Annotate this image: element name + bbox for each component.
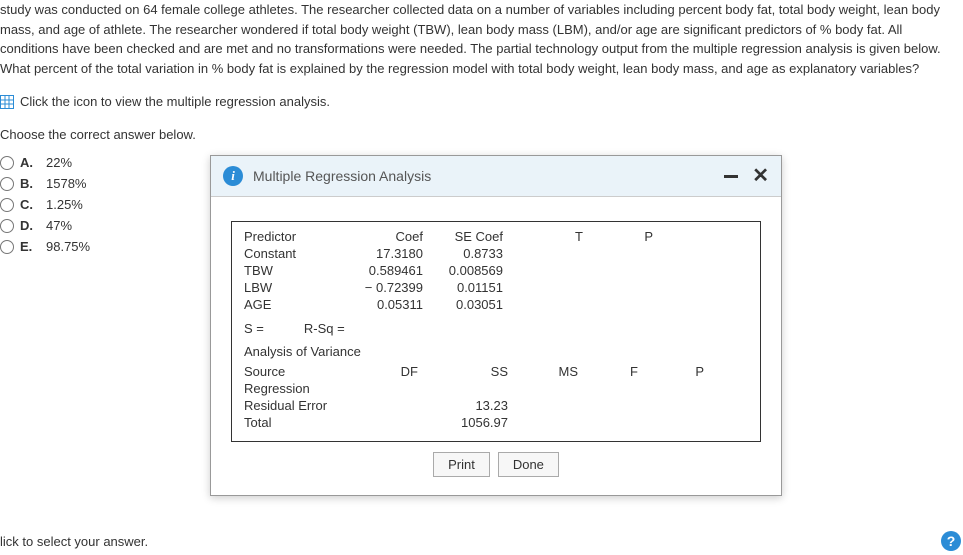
view-analysis-text: Click the icon to view the multiple regr… [20, 94, 330, 109]
choice-letter: D. [20, 218, 40, 233]
dialog-body: Predictor Coef SE Coef T P Constant 17.3… [211, 197, 781, 495]
cell-coef: − 0.72399 [334, 280, 429, 295]
anova-row: Total 1056.97 [244, 414, 748, 431]
predictor-row: LBW − 0.72399 0.01151 [244, 279, 748, 296]
col-t: T [509, 229, 589, 244]
col-se: SE Coef [429, 229, 509, 244]
dialog-footer: Print Done [231, 442, 761, 483]
choice-text: 22% [46, 155, 72, 170]
cell-df [364, 381, 424, 396]
cell-coef: 0.589461 [334, 263, 429, 278]
s-rsq-row: S = R-Sq = [244, 313, 748, 340]
cell-pred: AGE [244, 297, 334, 312]
radio-icon [0, 240, 14, 254]
cell-se: 0.008569 [429, 263, 509, 278]
dialog-header: i Multiple Regression Analysis ✕ [211, 156, 781, 197]
choice-letter: E. [20, 239, 40, 254]
predictor-row: AGE 0.05311 0.03051 [244, 296, 748, 313]
col-ms: MS [514, 364, 584, 379]
cell-pred: TBW [244, 263, 334, 278]
cell-ss: 1056.97 [424, 415, 514, 430]
rsq-label: R-Sq = [304, 321, 345, 336]
print-button[interactable]: Print [433, 452, 490, 477]
cell-df [364, 398, 424, 413]
radio-icon [0, 219, 14, 233]
predictor-row: TBW 0.589461 0.008569 [244, 262, 748, 279]
col-coef: Coef [334, 229, 429, 244]
choice-text: 1578% [46, 176, 86, 191]
s-label: S = [244, 321, 264, 336]
choice-letter: B. [20, 176, 40, 191]
anova-header-row: Source DF SS MS F P [244, 363, 748, 380]
cell-se: 0.03051 [429, 297, 509, 312]
choice-text: 47% [46, 218, 72, 233]
choice-letter: C. [20, 197, 40, 212]
anova-row: Residual Error 13.23 [244, 397, 748, 414]
choice-letter: A. [20, 155, 40, 170]
instruction-text: Choose the correct answer below. [0, 117, 963, 148]
col-df: DF [364, 364, 424, 379]
question-paragraph: study was conducted on 64 female college… [0, 0, 963, 86]
done-button[interactable]: Done [498, 452, 559, 477]
cell-pred: Constant [244, 246, 334, 261]
predictor-row: Constant 17.3180 0.8733 [244, 245, 748, 262]
cell-pred: LBW [244, 280, 334, 295]
col-ss: SS [424, 364, 514, 379]
regression-dialog: i Multiple Regression Analysis ✕ Predict… [210, 155, 782, 496]
col-source: Source [244, 364, 364, 379]
select-answer-hint: lick to select your answer. [0, 534, 148, 549]
info-icon: i [223, 166, 243, 186]
cell-df [364, 415, 424, 430]
choice-text: 1.25% [46, 197, 83, 212]
radio-icon [0, 156, 14, 170]
choice-text: 98.75% [46, 239, 90, 254]
cell-se: 0.01151 [429, 280, 509, 295]
dialog-title: Multiple Regression Analysis [253, 168, 431, 184]
col-p: P [589, 229, 659, 244]
close-icon[interactable]: ✕ [752, 169, 769, 183]
view-analysis-link[interactable]: Click the icon to view the multiple regr… [0, 86, 963, 117]
cell-src: Total [244, 415, 364, 430]
radio-icon [0, 198, 14, 212]
anova-row: Regression [244, 380, 748, 397]
cell-src: Residual Error [244, 398, 364, 413]
radio-icon [0, 177, 14, 191]
regression-table: Predictor Coef SE Coef T P Constant 17.3… [231, 221, 761, 442]
col-p: P [644, 364, 704, 379]
cell-ss [424, 381, 514, 396]
anova-title: Analysis of Variance [244, 340, 748, 363]
cell-coef: 0.05311 [334, 297, 429, 312]
cell-ss: 13.23 [424, 398, 514, 413]
cell-coef: 17.3180 [334, 246, 429, 261]
col-predictor: Predictor [244, 229, 334, 244]
cell-se: 0.8733 [429, 246, 509, 261]
col-f: F [584, 364, 644, 379]
minimize-icon[interactable] [724, 175, 738, 178]
help-icon[interactable]: ? [941, 531, 961, 551]
predictor-header-row: Predictor Coef SE Coef T P [244, 228, 748, 245]
table-icon [0, 95, 14, 109]
cell-src: Regression [244, 381, 364, 396]
